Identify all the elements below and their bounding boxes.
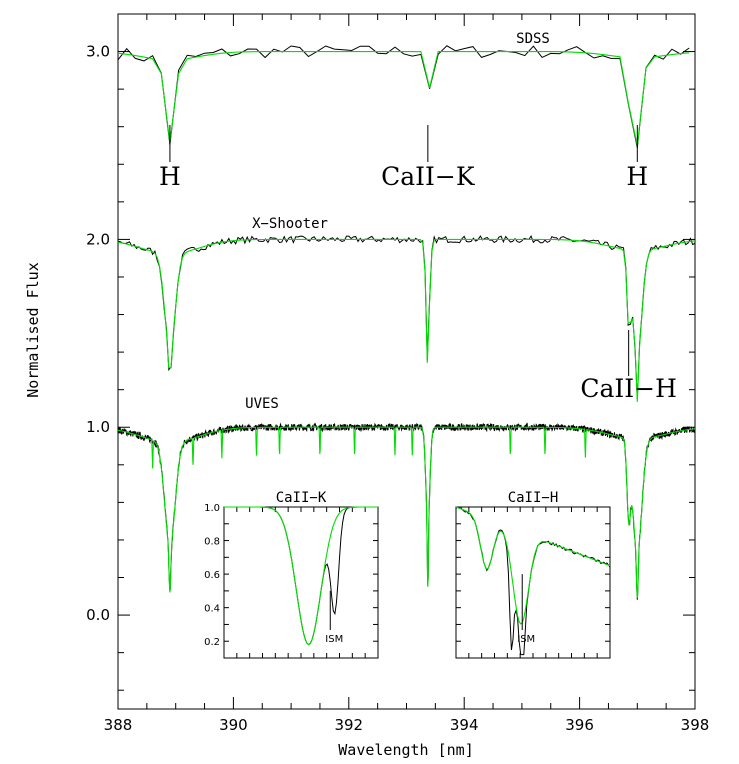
inset-frame <box>223 506 379 659</box>
line-markers: H CaII−K H CaII−H <box>159 125 677 403</box>
y-axis-label: Normalised Flux <box>24 262 42 397</box>
line-marker-label: H <box>159 162 181 191</box>
model-spectrum-SDSS <box>117 51 690 146</box>
inset-y-tick-label: 0.6 <box>204 570 220 581</box>
inset-model <box>224 506 378 646</box>
insets-group: CaII−K 0.2 0.4 0.6 0.8 1.0 ISM CaII−H ISM <box>204 490 611 659</box>
inset-y-tick-label: 1.0 <box>204 503 220 514</box>
y-tick-label: 2.0 <box>86 230 110 248</box>
x-tick-label: 398 <box>681 716 710 734</box>
line-marker-label: CaII−K <box>381 162 476 191</box>
axis-ticks: 388 390 392 394 396 398 0.0 1.0 2.0 3.0 <box>86 14 709 734</box>
model-spectrum-X−Shooter <box>117 238 696 402</box>
x-tick-label: 392 <box>334 716 363 734</box>
spectrum-label: X−Shooter <box>252 216 328 232</box>
spectrum-label: SDSS <box>516 31 550 47</box>
ism-label: ISM <box>517 634 535 645</box>
observed-spectrum-SDSS <box>117 45 690 148</box>
inset-y-tick-label: 0.8 <box>204 537 220 548</box>
spectrum-label: UVES <box>245 396 279 412</box>
inset-y-tick-label: 0.4 <box>204 604 220 615</box>
x-tick-label: 390 <box>219 716 248 734</box>
inset-frame <box>455 506 611 659</box>
x-tick-label: 396 <box>565 716 594 734</box>
y-tick-label: 0.0 <box>86 606 110 624</box>
x-tick-label: 394 <box>450 716 479 734</box>
y-tick-label: 1.0 <box>86 418 110 436</box>
inset-model <box>455 506 611 625</box>
observed-spectrum-UVES <box>117 422 696 600</box>
inset-title: CaII−K <box>276 490 327 506</box>
line-marker-label: H <box>626 162 648 191</box>
model-spectrum-UVES <box>117 426 695 599</box>
y-tick-label: 3.0 <box>86 43 110 61</box>
x-axis-label: Wavelength [nm] <box>338 741 473 759</box>
ism-label: ISM <box>325 634 343 645</box>
spectra-group: SDSS X−Shooter UVES <box>117 31 696 600</box>
x-tick-label: 388 <box>104 716 133 734</box>
line-marker-label: CaII−H <box>580 374 677 403</box>
inset-y-tick-label: 0.2 <box>204 637 220 648</box>
inset-title: CaII−H <box>508 490 559 506</box>
